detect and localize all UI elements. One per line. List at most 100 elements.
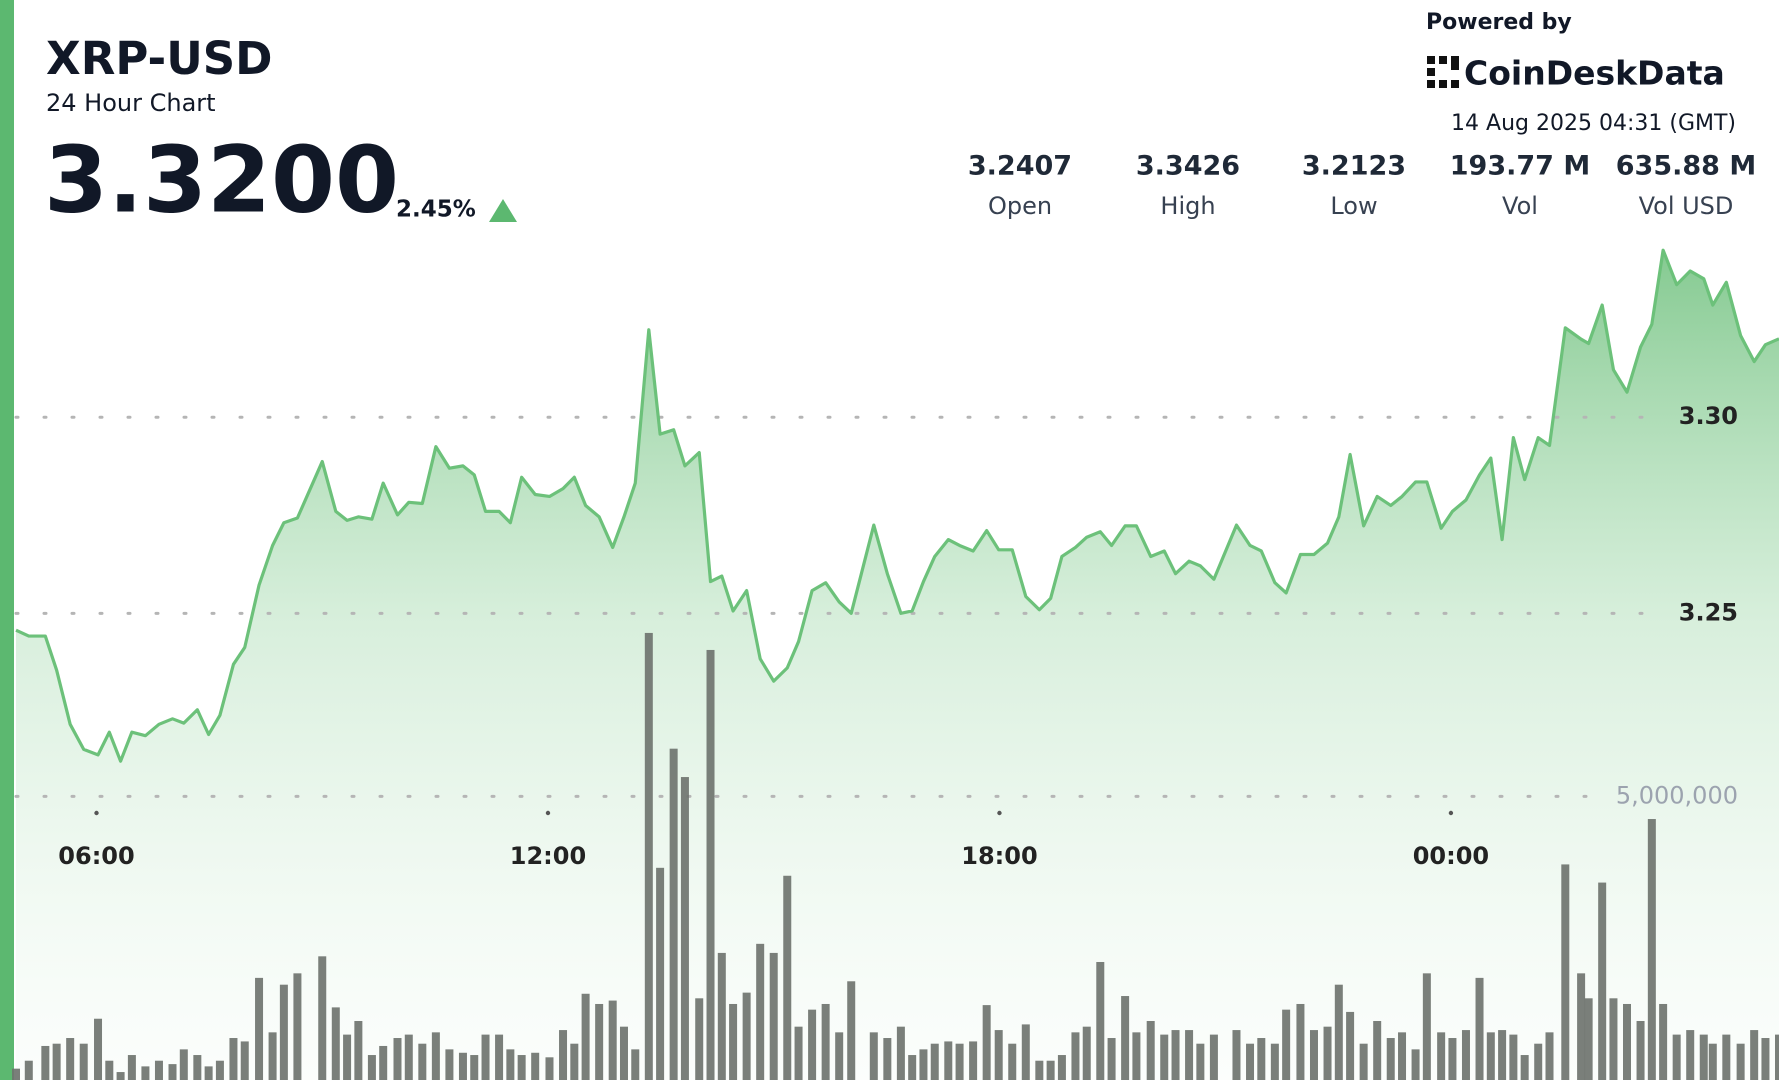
volume-bar [1475,977,1484,1080]
volume-bar [229,1038,238,1080]
volume-bar [1096,961,1105,1080]
price: 3.3200 [44,126,399,233]
volume-bar [1775,1034,1779,1080]
x-tick-label: 12:00 [510,842,586,870]
volume-bar [680,777,689,1080]
volume-bar [418,1043,427,1080]
volume-bar [982,1005,991,1080]
volume-bar [52,1043,61,1080]
volume-bar [969,1041,978,1080]
volume-bar [869,1032,878,1080]
volume-bar [367,1055,376,1080]
volume-bar [481,1034,490,1080]
volume-bar [105,1060,114,1080]
volume-bar [1577,973,1586,1080]
volume-bar [1545,1032,1554,1080]
volume-bar [717,952,726,1080]
volume-bar [944,1041,953,1080]
stat-value: 635.88 M [1616,151,1756,182]
volume-bar [1046,1060,1055,1080]
volume-bar [116,1072,125,1080]
volume-bar [1486,1032,1495,1080]
volume-bar [1422,973,1431,1080]
volume-bar [1071,1032,1080,1080]
volume-bar [12,1068,20,1080]
volume-bar [1411,1049,1420,1080]
volume-bar [379,1045,388,1080]
volume-bar [1761,1038,1770,1080]
volume-bar [847,981,856,1080]
powered-by: Powered by [1426,10,1572,35]
volume-bar [769,952,778,1080]
volume-bar [1461,1030,1470,1080]
volume-bar [1121,996,1130,1080]
volume-bar [1584,998,1593,1080]
volume-bar [506,1049,515,1080]
volume-bar [94,1018,103,1080]
price-line [15,248,1779,763]
volume-bar [154,1060,163,1080]
volume-bar [608,1000,617,1080]
volume-bar [1334,984,1343,1080]
volume-bar [783,875,792,1080]
volume-bar [215,1060,224,1080]
volume-bar [1623,1003,1632,1080]
volume-bar [41,1045,50,1080]
stat-label: Low [1330,192,1377,220]
volume-bar [66,1038,75,1080]
ticker-title: XRP-USD [46,32,273,85]
volume-bar [656,867,665,1080]
volume-bar [393,1038,402,1080]
volume-bar [318,956,327,1080]
volume-bar [581,993,590,1080]
volume-bar [79,1043,88,1080]
y-tick-label: 3.30 [1679,402,1738,430]
volume-bar [1708,1043,1717,1080]
volume-bar [179,1049,188,1080]
x-tick-label: 18:00 [961,842,1037,870]
volume-bar [1021,1024,1030,1080]
volume-bar [619,1026,628,1080]
volume-bar [531,1052,540,1080]
volume-bar [24,1060,33,1080]
volume-bar [669,748,678,1080]
volume-bar [896,1026,905,1080]
volume-bar [470,1055,479,1080]
volume-bar [1699,1034,1708,1080]
volume-bar [729,1003,738,1080]
x-tick-mark [94,810,99,816]
volume-bar [240,1041,249,1080]
volume-bar [517,1055,526,1080]
volume-bar [1598,882,1607,1080]
volume-bar [1722,1034,1731,1080]
timestamp: 14 Aug 2025 04:31 (GMT) [1451,111,1736,136]
volume-bar [1232,1030,1241,1080]
volume-bar [354,1020,363,1080]
volume-bar [1359,1043,1368,1080]
volume-bar [1373,1020,1382,1080]
volume-bar [1636,1020,1645,1080]
plot: 3.25 3.30 5,000,000 06:00 12:00 18:00 00:00 [12,248,1779,1080]
volume-bar [756,943,765,1080]
volume-bar [1209,1034,1218,1080]
volume-bar [1270,1043,1279,1080]
volume-bar [1171,1030,1180,1080]
volume-bar [1686,1030,1695,1080]
x-tick-mark [1448,810,1454,816]
volume-bar [1160,1034,1169,1080]
volume-bar [1146,1020,1155,1080]
volume-bar [431,1032,440,1080]
brand-logo [1427,56,1459,88]
volume-bar [570,1043,579,1080]
volume-bar [545,1057,554,1080]
volume-bar [1246,1043,1255,1080]
x-tick-mark [997,810,1002,816]
stats: 3.2407 Open 3.3426 High 3.2123 Low 193.77 M Vol… [968,151,1756,221]
volume-bar [955,1043,964,1080]
volume-bar [644,632,653,1080]
volume-bar [1346,1011,1355,1080]
volume-bar [1185,1030,1194,1080]
volume-bar [293,973,302,1080]
x-tick-label: 00:00 [1413,842,1489,870]
